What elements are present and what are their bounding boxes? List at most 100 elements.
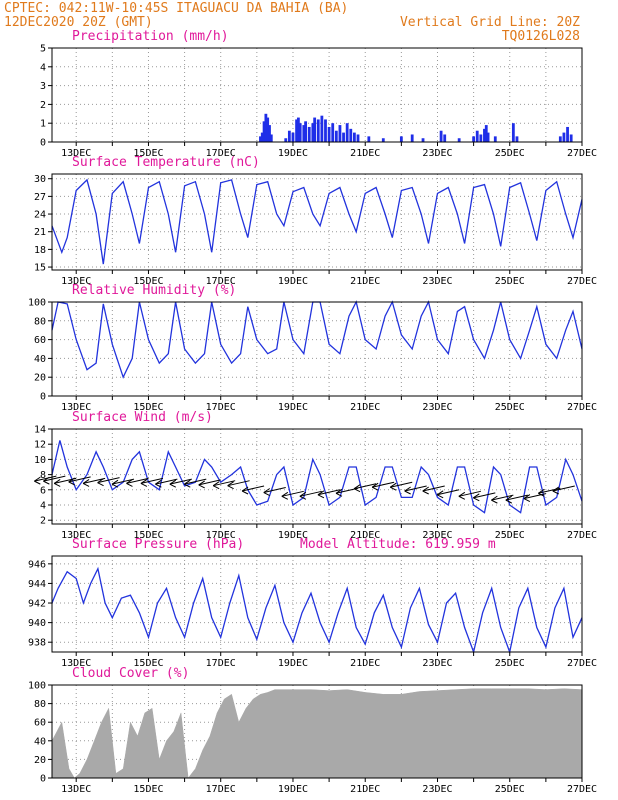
header-grid-line: Vertical Grid Line: 20Z — [400, 15, 580, 30]
panel-title-rh: Relative Humidity (%) — [72, 283, 236, 298]
wind-arrow-head — [473, 493, 480, 502]
y-tick-label: 2 — [40, 100, 46, 111]
y-tick-label: 12 — [34, 440, 46, 451]
wind-arrow — [241, 485, 265, 492]
y-tick-label: 30 — [34, 174, 46, 185]
precip-bar — [311, 123, 315, 142]
y-tick-label: 942 — [28, 599, 46, 610]
y-tick-label: 20 — [34, 755, 46, 766]
x-tick-label: 25DEC — [495, 784, 525, 795]
x-tick-label: 21DEC — [350, 402, 380, 413]
wind-arrow — [111, 478, 135, 485]
y-tick-label: 2 — [40, 516, 46, 527]
x-tick-label: 25DEC — [495, 276, 525, 287]
wind-arrow-head — [491, 495, 498, 504]
precip-bar — [284, 138, 288, 142]
x-tick-label: 19DEC — [278, 276, 308, 287]
wind-arrow-head — [53, 478, 61, 487]
panel-wind: Surface Wind (m/s) 2 4 6 8 10 12 14 13DEC 15DEC 17… — [34, 410, 597, 541]
precip-bar — [307, 126, 311, 142]
wind-arrow — [126, 477, 149, 484]
x-tick-label: 21DEC — [350, 784, 380, 795]
wind-arrow — [43, 475, 66, 482]
wind-arrow — [263, 487, 286, 494]
y-tick-label: 4 — [40, 62, 46, 73]
precip-bar — [334, 130, 338, 142]
header-model-code: TQ0126L028 — [502, 29, 580, 44]
precip-bar — [475, 130, 479, 142]
y-tick-label: 21 — [34, 227, 46, 238]
y-tick-label: 4 — [40, 501, 46, 512]
x-tick-label: 27DEC — [567, 658, 597, 669]
x-tick-label: 15DEC — [133, 148, 163, 159]
wind-arrow-head — [281, 491, 289, 500]
wind-arrow-head — [538, 488, 545, 497]
wind-arrow-head — [68, 477, 75, 486]
panel-title-wind: Surface Wind (m/s) — [72, 410, 213, 425]
y-tick-label: 10 — [34, 455, 46, 466]
x-tick-label: 21DEC — [350, 658, 380, 669]
wind-arrow-head — [43, 476, 50, 485]
precip-bar — [515, 136, 519, 142]
precip-bar — [566, 126, 569, 142]
panel-frame — [51, 173, 583, 271]
wind-arrow-head — [404, 486, 411, 495]
y-tick-label: 938 — [28, 638, 46, 649]
x-tick-label: 19DEC — [278, 784, 308, 795]
wind-arrow-head — [183, 479, 191, 488]
x-tick-label: 21DEC — [350, 530, 380, 541]
panel-temp: Surface Temperature (nC) 15 18 21 24 27 30 13DE… — [34, 155, 597, 287]
wind-arrow — [372, 481, 395, 488]
precip-bar — [352, 132, 356, 142]
x-tick-label: 13DEC — [61, 784, 91, 795]
wind-arrow-head — [353, 484, 361, 493]
precip-bar — [410, 134, 414, 142]
precip-bar — [313, 117, 317, 142]
wind-arrow — [169, 478, 192, 485]
x-tick-label: 15DEC — [133, 402, 163, 413]
panel-rh: Relative Humidity (%) 0 20 40 60 80 100 13DEC 15… — [28, 283, 597, 413]
x-tick-label: 13DEC — [61, 402, 91, 413]
precip-bar — [259, 136, 262, 142]
precip-bar — [324, 119, 327, 142]
precip-bar — [269, 134, 273, 142]
x-tick-label: 23DEC — [422, 402, 452, 413]
precip-bar — [295, 119, 298, 142]
y-tick-label: 0 — [40, 138, 46, 149]
wind-arrow-head — [126, 478, 133, 487]
panel-frame — [51, 555, 583, 653]
precip-bar — [472, 136, 476, 142]
precip-bar — [486, 132, 490, 142]
x-tick-label: 13DEC — [61, 658, 91, 669]
wind-arrow-head — [169, 479, 177, 488]
x-tick-label: 27DEC — [567, 276, 597, 287]
x-tick-label: 23DEC — [422, 658, 452, 669]
wind-arrow-head — [82, 478, 90, 487]
x-tick-label: 15DEC — [133, 658, 163, 669]
precip-bar — [484, 125, 488, 142]
y-tick-label: 1 — [40, 119, 46, 130]
x-tick-label: 17DEC — [206, 658, 236, 669]
header-line1: CPTEC: 042:11W-10:45S ITAGUACU DA BAHIA … — [4, 1, 348, 16]
wind-arrow — [353, 483, 377, 490]
x-tick-label: 17DEC — [206, 276, 236, 287]
precip-bar — [268, 125, 271, 142]
y-tick-label: 3 — [40, 81, 46, 92]
precip-bar — [327, 126, 331, 142]
wind-arrow — [473, 492, 496, 499]
y-tick-label: 20 — [34, 373, 46, 384]
wind-arrow-head — [299, 491, 307, 500]
panel-frame — [51, 684, 583, 779]
wind-arrow — [538, 487, 561, 494]
x-tick-label: 19DEC — [278, 148, 308, 159]
wind-arrow-head — [505, 495, 513, 504]
wind-arrow — [213, 480, 236, 487]
wind-arrow — [422, 485, 445, 492]
wind-arrow — [390, 481, 413, 488]
precip-bar — [493, 136, 497, 142]
y-tick-label: 27 — [34, 192, 46, 203]
precip-bar — [304, 121, 308, 142]
x-tick-label: 17DEC — [206, 784, 236, 795]
precip-bar — [443, 134, 447, 142]
